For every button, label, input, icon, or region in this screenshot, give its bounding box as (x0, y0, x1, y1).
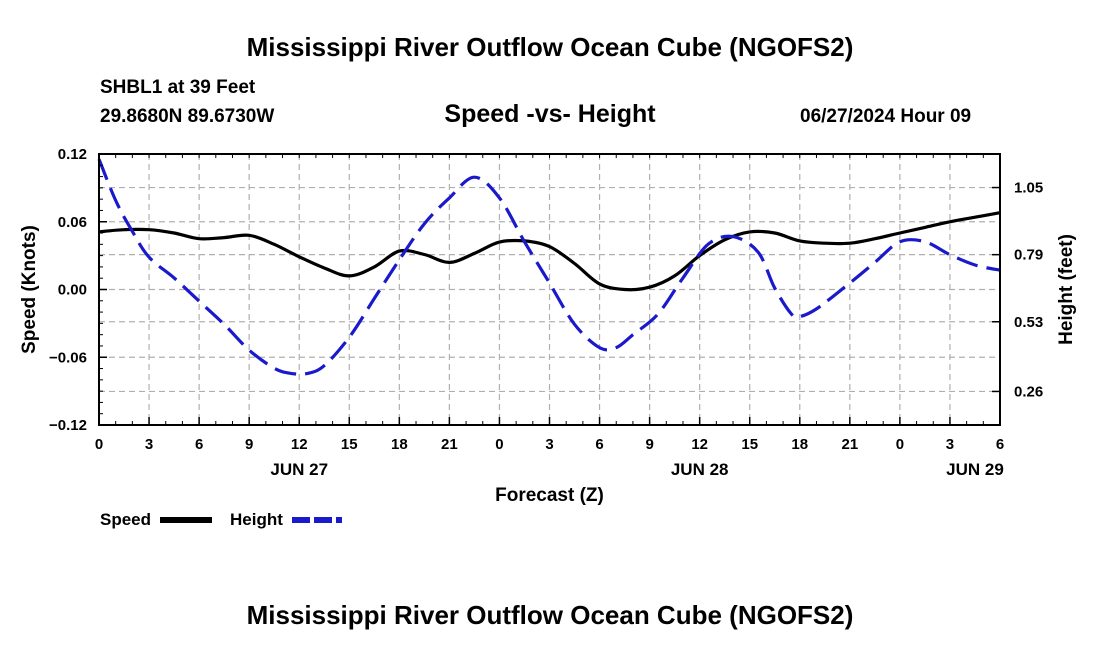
x-tick-label: 0 (495, 436, 503, 453)
x-tick-label: 15 (341, 436, 358, 453)
x-tick-label: 9 (645, 436, 653, 453)
y2-tick-label: 0.79 (1014, 247, 1043, 264)
x-tick-label: 3 (545, 436, 553, 453)
x-tick-label: 0 (95, 436, 103, 453)
y-tick-label: 0.00 (58, 282, 87, 299)
legend-height-label: Height (230, 510, 283, 529)
day-label: JUN 27 (270, 460, 328, 479)
x-tick-label: 18 (791, 436, 808, 453)
y2-tick-label: 0.26 (1014, 383, 1043, 400)
y2-tick-label: 1.05 (1014, 180, 1043, 197)
y-tick-label: −0.12 (49, 417, 87, 434)
station-label: SHBL1 at 39 Feet (100, 77, 256, 98)
station-coords: 29.8680N 89.6730W (100, 106, 275, 127)
x-tick-label: 9 (245, 436, 253, 453)
grid-layer (99, 154, 1000, 425)
x-tick-label: 21 (441, 436, 458, 453)
y-axis-title: Speed (Knots) (19, 225, 40, 354)
x-tick-label: 6 (595, 436, 603, 453)
x-tick-label: 21 (841, 436, 858, 453)
x-axis-title: Forecast (Z) (495, 485, 604, 506)
legend: Speed Height (100, 510, 342, 529)
speed-series-line (98, 211, 1001, 292)
forecast-date: 06/27/2024 Hour 09 (800, 106, 972, 127)
footer-title: Mississippi River Outflow Ocean Cube (NG… (246, 600, 854, 630)
chart-subtitle: Speed -vs- Height (444, 100, 656, 128)
day-label: JUN 29 (946, 460, 1004, 479)
x-tick-label: 12 (291, 436, 308, 453)
label-layer: 0 3 6 9 12 15 18 21 0 3 6 9 12 15 18 21 0 3 6 −0.12 −0.06 0.0… (19, 146, 1077, 529)
series-layer (97, 158, 1001, 376)
day-label: JUN 28 (671, 460, 729, 479)
y2-tick-label: 0.53 (1014, 314, 1043, 331)
y-tick-label: 0.12 (58, 146, 87, 163)
x-tick-label: 18 (391, 436, 408, 453)
legend-speed-label: Speed (100, 510, 151, 529)
x-tick-label: 6 (996, 436, 1004, 453)
chart-title: Mississippi River Outflow Ocean Cube (NG… (246, 32, 854, 62)
x-tick-label: 6 (195, 436, 203, 453)
x-tick-label: 3 (145, 436, 153, 453)
tick-layer (98, 153, 1001, 426)
x-tick-label: 12 (691, 436, 708, 453)
height-series-line (97, 158, 1001, 376)
x-tick-label: 3 (946, 436, 954, 453)
y-tick-label: 0.06 (58, 214, 87, 231)
y2-axis-title: Height (feet) (1056, 234, 1077, 345)
x-tick-label: 0 (896, 436, 904, 453)
y-tick-label: −0.06 (49, 349, 87, 366)
x-tick-label: 15 (741, 436, 758, 453)
